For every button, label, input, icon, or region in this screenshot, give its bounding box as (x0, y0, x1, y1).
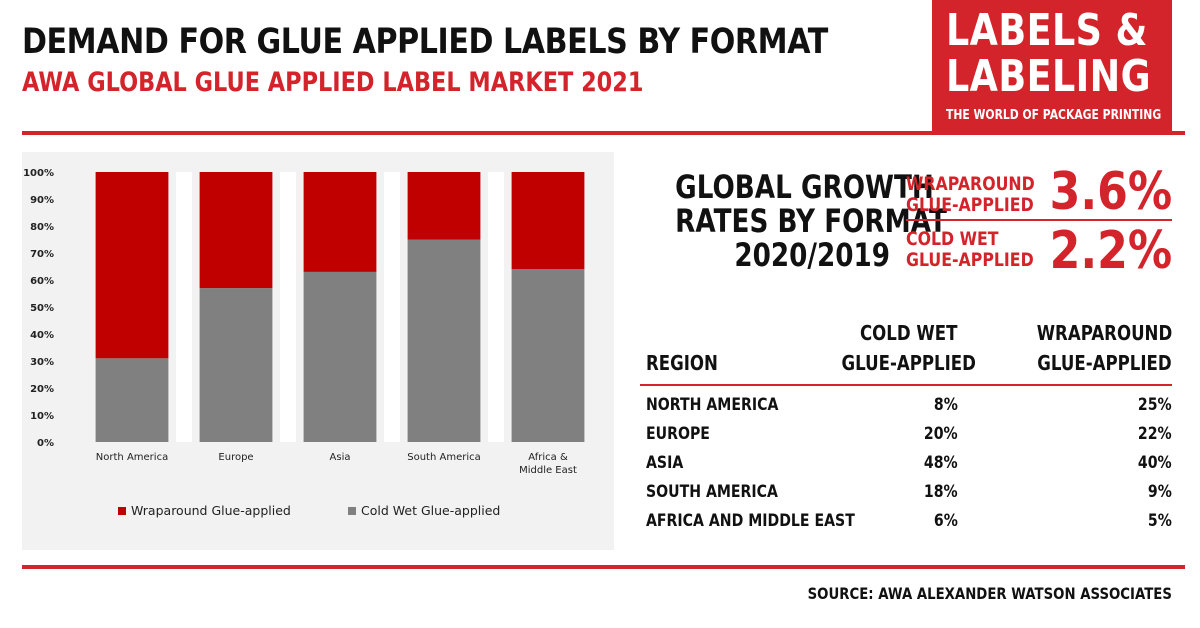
legend-swatch (348, 507, 356, 515)
category-divider (488, 172, 504, 442)
y-tick-label: 20% (30, 384, 54, 395)
logo-line-2: LABELING (946, 51, 1152, 102)
bar-cold-wet-glue-applied (303, 271, 377, 442)
category-divider (280, 172, 296, 442)
wraparound-growth-value: 3.6% (1049, 162, 1172, 222)
y-tick-label: 80% (30, 222, 54, 233)
table-row: EUROPE 20% 22% (646, 424, 1172, 453)
top-divider (22, 131, 1185, 135)
table-row: AFRICA AND MIDDLE EAST 6% 5% (646, 511, 1172, 540)
bar-wraparound-glue-applied (95, 172, 169, 359)
row-cold-wet-value: 6% (934, 511, 958, 531)
bar-wraparound-glue-applied (199, 172, 273, 289)
bar-wraparound-glue-applied (407, 172, 481, 240)
x-tick-label: North America (96, 452, 168, 463)
table-row: NORTH AMERICA 8% 25% (646, 395, 1172, 424)
brand-logo: LABELS & LABELING THE WORLD OF PACKAGE P… (932, 0, 1172, 131)
cold-wet-growth-label-line-1: COLD WET (906, 228, 999, 250)
x-tick-label: Europe (218, 452, 253, 463)
row-region: AFRICA AND MIDDLE EAST (646, 511, 855, 531)
growth-title-line-2: RATES BY FORMAT (675, 202, 947, 240)
wraparound-growth-label-line-2: GLUE-APPLIED (906, 194, 1034, 216)
chart-panel: 0% 10% 20% 30% 40% 50% 60% 70% 80% 90% 100% North A… (22, 152, 614, 550)
bar-wraparound-glue-applied (511, 172, 585, 270)
table-header-wraparound: WRAPAROUND GLUE-APPLIED (1037, 318, 1172, 378)
row-wraparound-value: 5% (1148, 511, 1172, 531)
row-wraparound-value: 22% (1138, 424, 1172, 444)
bar-cold-wet-glue-applied (511, 269, 585, 442)
y-tick-label: 50% (30, 303, 54, 314)
row-wraparound-value: 9% (1148, 482, 1172, 502)
logo-line-1: LABELS & (946, 5, 1148, 56)
legend-swatch (118, 507, 126, 515)
bar-cold-wet-glue-applied (407, 239, 481, 442)
y-tick-label: 70% (30, 249, 54, 260)
row-wraparound-value: 25% (1138, 395, 1172, 415)
stacked-bar-chart: 0% 10% 20% 30% 40% 50% 60% 70% 80% 90% 100% North A… (23, 168, 585, 518)
source-credit: SOURCE: AWA ALEXANDER WATSON ASSOCIATES (807, 584, 1172, 603)
y-tick-label: 30% (30, 357, 54, 368)
category-divider (384, 172, 400, 442)
y-tick-label: 60% (30, 276, 54, 287)
y-tick-label: 40% (30, 330, 54, 341)
page-title: DEMAND FOR GLUE APPLIED LABELS BY FORMAT (22, 22, 828, 62)
y-tick-label: 0% (37, 438, 54, 449)
table-row: ASIA 48% 40% (646, 453, 1172, 482)
x-tick-label: Middle East (519, 465, 577, 476)
x-tick-label: South America (407, 452, 481, 463)
table-header-wraparound-line-1: WRAPAROUND (1036, 321, 1172, 345)
bar-wraparound-glue-applied (303, 172, 377, 272)
row-cold-wet-value: 18% (924, 482, 958, 502)
table-header-region: REGION (646, 351, 718, 375)
row-region: SOUTH AMERICA (646, 482, 778, 502)
row-region: ASIA (646, 453, 684, 473)
legend-label: Wraparound Glue-applied (131, 503, 291, 518)
row-region: NORTH AMERICA (646, 395, 779, 415)
row-region: EUROPE (646, 424, 710, 444)
y-tick-label: 100% (23, 168, 54, 179)
growth-title-line-3: 2020/2019 (734, 236, 890, 274)
category-divider (176, 172, 192, 442)
bottom-divider (22, 565, 1185, 569)
y-tick-label: 90% (30, 195, 54, 206)
cold-wet-growth-value: 2.2% (1049, 221, 1172, 281)
table-header-cold-wet-line-1: COLD WET (860, 321, 958, 345)
table-header-wraparound-line-2: GLUE-APPLIED (1037, 351, 1172, 375)
row-cold-wet-value: 8% (934, 395, 958, 415)
y-tick-label: 10% (30, 411, 54, 422)
row-cold-wet-value: 48% (924, 453, 958, 473)
x-tick-label: Africa & (528, 452, 568, 463)
growth-divider (906, 219, 1172, 221)
x-tick-label: Asia (330, 452, 351, 463)
table-header-cold-wet: COLD WET GLUE-APPLIED (842, 318, 976, 378)
table-row: SOUTH AMERICA 18% 9% (646, 482, 1172, 511)
cold-wet-growth-label-line-2: GLUE-APPLIED (906, 249, 1034, 271)
bar-cold-wet-glue-applied (199, 288, 273, 442)
legend-label: Cold Wet Glue-applied (361, 503, 500, 518)
table-header-cold-wet-line-2: GLUE-APPLIED (841, 351, 976, 375)
page-subtitle: AWA GLOBAL GLUE APPLIED LABEL MARKET 202… (22, 67, 644, 98)
logo-tagline: THE WORLD OF PACKAGE PRINTING (946, 108, 1162, 123)
growth-title-line-1: GLOBAL GROWTH (675, 168, 934, 206)
wraparound-growth-label: WRAPAROUND GLUE-APPLIED (906, 174, 1035, 216)
growth-title: GLOBAL GROWTH RATES BY FORMAT 2020/2019 (628, 168, 947, 274)
row-cold-wet-value: 20% (924, 424, 958, 444)
cold-wet-growth-label: COLD WET GLUE-APPLIED (906, 229, 1034, 271)
bar-cold-wet-glue-applied (95, 358, 169, 442)
row-wraparound-value: 40% (1138, 453, 1172, 473)
table-header-divider (640, 384, 1172, 386)
wraparound-growth-label-line-1: WRAPAROUND (906, 173, 1035, 195)
